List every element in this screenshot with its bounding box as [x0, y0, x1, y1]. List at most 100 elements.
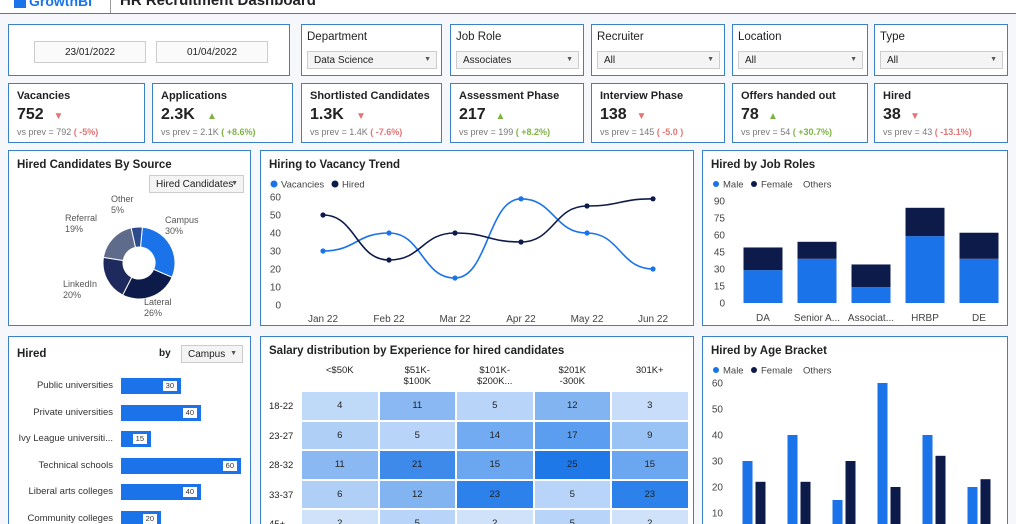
roles-panel: Hired by Job Roles Male Female Others 90 75 6… — [702, 150, 1008, 326]
y-tick-label: 10 — [712, 509, 724, 520]
legend-label: Male — [723, 366, 744, 377]
hired-bar-chart: Public universities 30 Private universitie… — [9, 373, 249, 524]
logo-icon — [14, 0, 26, 9]
source-metric-select[interactable]: Hired Candidates ▼ — [149, 175, 244, 193]
trend-line-chart: Vacancies Hired 60 50 40 30 20 10 0 Jan 22 Feb 22 M… — [270, 180, 669, 326]
hired-by-select[interactable]: Campus ▼ — [181, 345, 243, 363]
heatmap-cell: 6 — [301, 420, 379, 450]
heatmap-row-label: 28-32 — [269, 460, 294, 471]
hired-panel-title: Hired — [17, 348, 47, 360]
heatmap-cell: 21 — [378, 450, 456, 480]
bar — [967, 487, 978, 524]
y-tick-label: 60 — [270, 193, 282, 204]
heatmap-cell: 15 — [611, 450, 689, 480]
heatmap-row-label: 23-27 — [269, 430, 294, 442]
x-tick-label: DE — [972, 313, 986, 324]
department-select[interactable]: Data Science ▼ — [307, 51, 437, 69]
hbar-value-label: 60 — [222, 460, 237, 471]
chevron-down-icon: ▼ — [707, 56, 714, 63]
heatmap-cell: 15 — [456, 450, 534, 480]
kpi-label: Assessment Phase — [459, 90, 560, 102]
bar — [922, 435, 933, 524]
kpi-label: Applications — [161, 90, 228, 102]
y-tick-label: 75 — [714, 214, 726, 225]
bar-category-label: Liberal arts colleges — [28, 486, 114, 497]
salary-panel: Salary distribution by Experience for hi… — [260, 336, 694, 524]
header-bar: GrowthBI HR Recruitment Dashboard — [0, 0, 1016, 14]
heatmap-cell: 2 — [301, 509, 379, 524]
location-select[interactable]: All ▼ — [738, 51, 863, 69]
job-role-select[interactable]: Associates ▼ — [456, 51, 579, 69]
type-select[interactable]: All ▼ — [880, 51, 1003, 69]
kpi-card: Applications 2.3K ▲ vs prev = 2.1K ( +8.6%) — [152, 83, 293, 143]
x-tick-label: HRBP — [911, 313, 939, 324]
heatmap-cell: 11 — [301, 450, 379, 480]
y-tick-label: 0 — [719, 299, 725, 310]
hbar: 30 — [121, 378, 181, 394]
kpi-prev: vs prev = 2.1K ( +8.6%) — [161, 127, 256, 137]
kpi-value: 38 — [883, 106, 901, 123]
bar — [800, 481, 811, 524]
legend-swatch — [270, 180, 278, 188]
location-label: Location — [738, 31, 782, 43]
kpi-delta: ( -7.6%) — [370, 127, 403, 137]
date-filter-panel: 23/01/2022 01/04/2022 — [8, 24, 290, 76]
arrow-up-icon: ▲ — [495, 111, 506, 122]
x-tick-label: Jun 22 — [638, 314, 668, 325]
x-tick-label: DA — [756, 313, 770, 324]
series-line — [322, 198, 654, 261]
bar-category-label: Ivy League universiti... — [18, 433, 113, 444]
bar-category-label: Technical schools — [38, 459, 113, 471]
heatmap-cell: 5 — [533, 509, 611, 524]
donut-slice-label: Other — [111, 194, 134, 204]
type-value: All — [887, 55, 899, 66]
donut-slice-label: Lateral — [144, 297, 172, 307]
hired-by-label: by — [159, 348, 171, 359]
heatmap-cell: 9 — [611, 420, 689, 450]
heatmap-cell: 3 — [611, 391, 689, 421]
recruiter-select[interactable]: All ▼ — [597, 51, 720, 69]
legend-label: Others — [803, 366, 832, 377]
heatmap-cell: 12 — [378, 479, 456, 509]
age-panel-title: Hired by Age Bracket — [711, 345, 827, 357]
job-role-filter: Job Role Associates ▼ — [450, 24, 584, 76]
heatmap-cell: 12 — [533, 391, 611, 421]
y-tick-label: 50 — [270, 211, 282, 222]
source-panel: Hired Candidates By Source Hired Candida… — [8, 150, 251, 326]
kpi-value: 752 — [17, 106, 44, 123]
bar-segment — [851, 264, 891, 288]
bar-segment — [743, 270, 783, 303]
donut-slice — [130, 226, 143, 248]
kpi-card: Assessment Phase 217 ▲ vs prev = 199 ( +8.2… — [450, 83, 584, 143]
kpi-prev-value: vs prev = 2.1K — [161, 127, 222, 137]
y-tick-label: 40 — [270, 229, 282, 240]
series-point — [320, 212, 326, 218]
series-point — [584, 230, 590, 236]
legend-label: Male — [723, 180, 744, 191]
date-end-input[interactable]: 01/04/2022 — [156, 41, 268, 63]
recruiter-value: All — [604, 55, 616, 66]
chevron-down-icon: ▼ — [850, 56, 857, 63]
kpi-card: Vacancies 752 ▼ vs prev = 792 ( -5%) — [8, 83, 145, 143]
hired-by-value: Campus — [188, 349, 226, 360]
bar — [890, 487, 901, 524]
legend-swatch — [751, 181, 757, 187]
bar — [980, 479, 991, 524]
chevron-down-icon: ▼ — [566, 56, 573, 63]
kpi-prev: vs prev = 199 ( +8.2%) — [459, 127, 550, 137]
kpi-card: Hired 38 ▼ vs prev = 43 ( -13.1%) — [874, 83, 1008, 143]
date-start-input[interactable]: 23/01/2022 — [34, 41, 146, 63]
arrow-down-icon: ▼ — [636, 111, 647, 122]
arrow-down-icon: ▼ — [53, 111, 64, 122]
x-tick-label: Feb 22 — [373, 314, 405, 325]
donut-slice-label: LinkedIn — [63, 279, 97, 289]
y-tick-label: 40 — [712, 431, 724, 442]
salary-panel-title: Salary distribution by Experience for hi… — [269, 345, 565, 357]
kpi-delta: ( +30.7%) — [792, 127, 833, 137]
donut-slice-label: Campus — [165, 215, 199, 225]
y-tick-label: 0 — [275, 301, 281, 312]
y-tick-label: 20 — [712, 483, 724, 494]
kpi-value: 1.3K — [310, 106, 344, 123]
hbar: 40 — [121, 404, 201, 421]
